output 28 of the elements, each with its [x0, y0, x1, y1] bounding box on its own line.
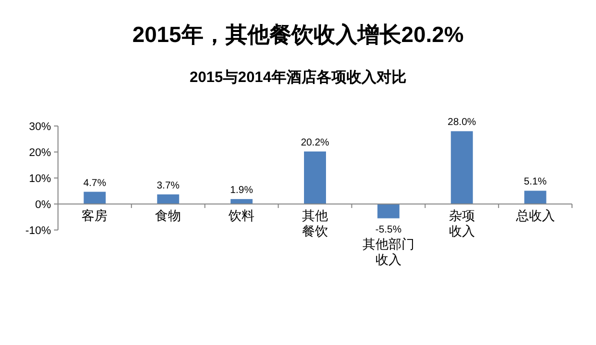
x-tick-label: 其他部门收入	[362, 236, 414, 267]
x-tick-label: 食物	[155, 208, 182, 223]
bar	[157, 194, 180, 204]
x-tick-label: 其他餐饮	[302, 208, 328, 239]
y-tick-label: 10%	[28, 173, 52, 185]
data-label: 20.2%	[300, 137, 330, 148]
bar	[377, 204, 400, 218]
y-tick-label: 30%	[28, 121, 52, 133]
bar	[524, 190, 546, 204]
data-label: 4.7%	[83, 178, 106, 189]
bar	[84, 192, 106, 204]
chart-subtitle: 2015与2014年酒店各项收入对比	[190, 68, 406, 86]
bar	[450, 131, 473, 204]
bar	[230, 199, 253, 204]
data-label: 28.0%	[448, 117, 476, 128]
y-tick-label: -10%	[25, 225, 52, 237]
y-tick-label: 0%	[35, 199, 52, 211]
x-tick-label: 总收入	[514, 208, 555, 223]
x-tick-label: 杂项收入	[448, 208, 475, 239]
data-label: 1.9%	[230, 185, 254, 196]
data-label: -5.5%	[375, 224, 402, 236]
bar	[304, 151, 326, 204]
data-label: 5.1%	[524, 176, 547, 188]
y-tick-label: 20%	[28, 147, 52, 159]
x-tick-label: 客房	[82, 208, 108, 223]
x-tick-label: 饮料	[228, 208, 255, 223]
data-label: 3.7%	[156, 180, 180, 192]
chart-title: 2015年，其他餐饮收入增长20.2%	[132, 22, 464, 47]
